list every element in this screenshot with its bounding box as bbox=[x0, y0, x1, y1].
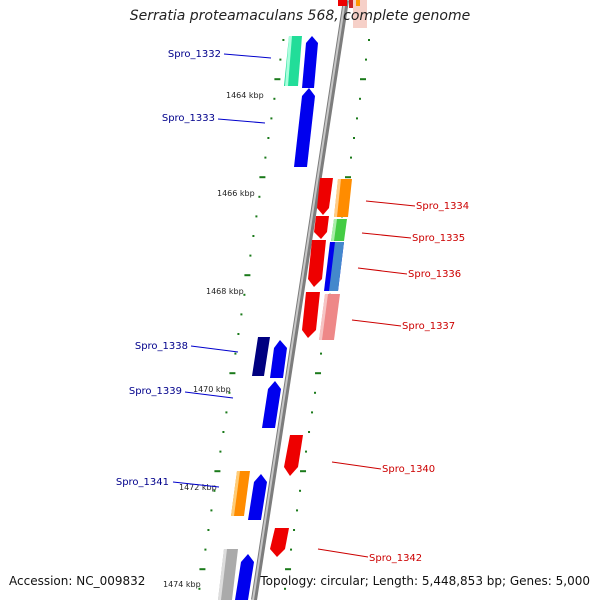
top-clipped-genes bbox=[338, 0, 367, 28]
gene-label-spro-1340: Spro_1340 bbox=[382, 464, 435, 475]
gene-label-spro-1342: Spro_1342 bbox=[369, 553, 422, 564]
gene-spro-1338[interactable] bbox=[252, 337, 287, 378]
left-genes bbox=[218, 36, 318, 600]
gene-label-spro-1335: Spro_1335 bbox=[412, 233, 465, 244]
ruler-label: 1474 kbp bbox=[163, 580, 201, 589]
ruler-label: 1464 kbp bbox=[226, 91, 264, 100]
gene-label-spro-1339: Spro_1339 bbox=[129, 386, 182, 397]
gene-label-spro-1334: Spro_1334 bbox=[416, 201, 469, 212]
gene-spro-1339[interactable] bbox=[262, 381, 281, 428]
right-genes bbox=[270, 178, 352, 557]
gene-spro-1336[interactable] bbox=[308, 240, 344, 291]
gene-spro-1342[interactable] bbox=[270, 528, 289, 557]
gene-label-spro-1336: Spro_1336 bbox=[408, 269, 461, 280]
gene-label-spro-1341: Spro_1341 bbox=[116, 477, 169, 488]
accession-text: Accession: NC_009832 bbox=[9, 574, 146, 588]
gene-labels: Spro_1332 Spro_1333 Spro_1338 Spro_1339 … bbox=[116, 49, 469, 564]
backbone bbox=[251, 0, 349, 600]
gene-spro-1337[interactable] bbox=[302, 292, 340, 340]
ruler-label: 1468 kbp bbox=[206, 287, 244, 296]
gene-spro-1334[interactable] bbox=[317, 178, 352, 217]
gene-spro-1340[interactable] bbox=[284, 435, 303, 476]
ruler-label: 1466 kbp bbox=[217, 189, 255, 198]
gene-label-spro-1332: Spro_1332 bbox=[168, 49, 221, 60]
leader-lines bbox=[172, 53, 416, 558]
gene-spro-1333[interactable] bbox=[294, 88, 315, 167]
ruler: 1464 kbp 1466 kbp 1468 kbp 1470 kbp 1472… bbox=[163, 91, 264, 589]
gene-clipped-bottom-left[interactable] bbox=[218, 549, 254, 600]
tick-marks bbox=[198, 39, 370, 590]
gene-spro-1341[interactable] bbox=[231, 471, 267, 520]
map-title: Serratia proteamaculans 568, complete ge… bbox=[129, 8, 471, 24]
gene-spro-1332[interactable] bbox=[284, 36, 318, 88]
gene-spro-1335[interactable] bbox=[314, 216, 347, 241]
gene-label-spro-1337: Spro_1337 bbox=[402, 321, 455, 332]
ruler-label: 1472 kbp bbox=[179, 483, 217, 492]
gene-label-spro-1338: Spro_1338 bbox=[135, 341, 188, 352]
gene-label-spro-1333: Spro_1333 bbox=[162, 113, 215, 124]
genome-summary: Topology: circular; Length: 5,448,853 bp… bbox=[260, 574, 590, 588]
ruler-label: 1470 kbp bbox=[193, 385, 231, 394]
